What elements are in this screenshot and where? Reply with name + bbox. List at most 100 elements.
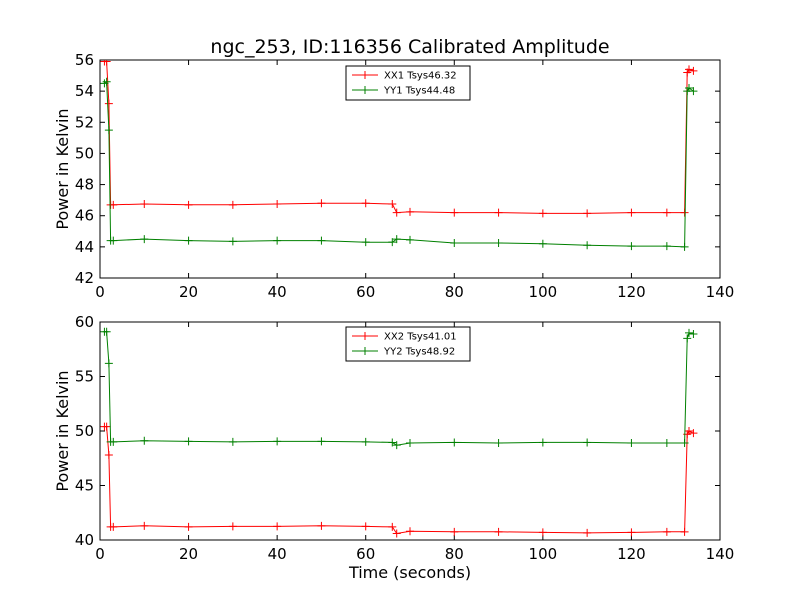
data-point-marker [228, 200, 237, 209]
data-point-marker [689, 66, 698, 75]
x-tick-label: 40 [268, 283, 287, 301]
x-tick-label: 0 [95, 545, 105, 563]
data-point-marker [140, 436, 149, 445]
legend: XX2 Tsys41.01 YY2 Tsys48.92 [345, 326, 471, 362]
y-tick-label: 55 [75, 368, 94, 386]
data-point-marker [109, 522, 118, 531]
data-point-marker [689, 429, 698, 438]
data-point-marker [109, 437, 118, 446]
data-point-marker [228, 237, 237, 246]
data-point-marker [317, 437, 326, 446]
data-point-marker [680, 208, 689, 217]
data-point-marker [140, 200, 149, 209]
data-point-marker [361, 437, 370, 446]
y-axis-label: Power in Kelvin [53, 370, 72, 491]
chart-title: ngc_253, ID:116356 Calibrated Amplitude [210, 36, 609, 58]
data-point-marker [685, 328, 693, 337]
data-point-marker [392, 529, 401, 538]
data-point-marker [680, 438, 689, 447]
data-point-marker [583, 528, 592, 537]
legend-marker [361, 86, 369, 94]
data-point-marker [450, 527, 459, 536]
data-point-marker [450, 438, 459, 447]
data-point-marker [450, 238, 459, 247]
data-point-marker [388, 200, 397, 209]
data-point-marker [140, 521, 149, 530]
y-tick-label: 44 [75, 238, 94, 256]
data-point-marker [361, 522, 370, 531]
data-point-marker [273, 236, 282, 245]
data-point-marker [392, 235, 401, 244]
x-tick-label: 60 [356, 545, 375, 563]
data-point-marker [388, 438, 397, 447]
legend-label: XX2 Tsys41.01 [384, 332, 457, 343]
data-point-marker [680, 242, 689, 251]
series-layer [100, 327, 698, 538]
data-point-marker [184, 236, 193, 245]
y-tick-label: 46 [75, 207, 94, 225]
data-point-marker [662, 208, 671, 217]
data-point-marker [388, 238, 397, 247]
legend-label: YY2 Tsys48.92 [383, 347, 455, 358]
data-point-marker [583, 241, 592, 250]
data-point-marker [627, 242, 636, 251]
data-point-marker [228, 522, 237, 531]
x-tick-label: 100 [529, 545, 558, 563]
data-point-marker [102, 60, 111, 66]
data-point-marker [317, 236, 326, 245]
data-point-marker [109, 236, 118, 245]
legend-label: XX1 Tsys46.32 [384, 71, 457, 82]
data-point-marker [627, 438, 636, 447]
data-point-marker [109, 200, 118, 209]
y-tick-label: 56 [75, 51, 94, 69]
series-layer [100, 60, 698, 251]
x-tick-label: 100 [529, 283, 558, 301]
data-point-marker [583, 438, 592, 447]
data-point-marker [685, 65, 693, 74]
x-tick-label: 80 [445, 283, 464, 301]
x-tick-label: 40 [268, 545, 287, 563]
data-point-marker [494, 208, 503, 217]
data-point-marker [273, 200, 282, 209]
x-tick-label: 120 [617, 545, 646, 563]
x-axis-label: Time (seconds) [348, 563, 471, 582]
x-tick-label: 20 [179, 545, 198, 563]
data-point-marker [538, 438, 547, 447]
y-tick-label: 42 [75, 269, 94, 287]
data-point-marker [627, 208, 636, 217]
data-point-marker [104, 99, 113, 108]
y-tick-label: 52 [75, 113, 94, 131]
data-point-marker [685, 427, 693, 435]
data-point-marker [406, 527, 414, 536]
data-point-marker [450, 208, 459, 217]
x-tick-label: 0 [95, 283, 105, 301]
data-point-marker [689, 329, 698, 338]
x-tick-label: 60 [356, 283, 375, 301]
data-point-marker [104, 359, 113, 368]
data-point-marker [627, 528, 636, 537]
x-tick-label: 140 [706, 283, 735, 301]
data-point-marker [392, 441, 401, 450]
data-point-marker [662, 438, 671, 447]
data-point-marker [392, 208, 401, 217]
data-point-marker [361, 238, 370, 247]
x-tick-label: 20 [179, 283, 198, 301]
data-point-marker [406, 235, 414, 244]
data-point-marker [683, 334, 692, 343]
y-tick-label: 40 [75, 531, 94, 549]
axes-frame [99, 59, 721, 279]
y-tick-label: 60 [75, 313, 94, 331]
data-point-marker [104, 450, 113, 459]
data-point-marker [680, 527, 689, 536]
data-point-marker [317, 199, 326, 208]
data-point-marker [538, 209, 547, 218]
data-point-marker [494, 527, 503, 536]
data-point-marker [361, 199, 370, 208]
data-point-marker [102, 77, 111, 86]
data-point-marker [184, 522, 193, 531]
data-point-marker [406, 438, 414, 447]
legend-marker [361, 71, 369, 79]
legend-marker [361, 332, 369, 340]
x-tick-label: 140 [706, 545, 735, 563]
